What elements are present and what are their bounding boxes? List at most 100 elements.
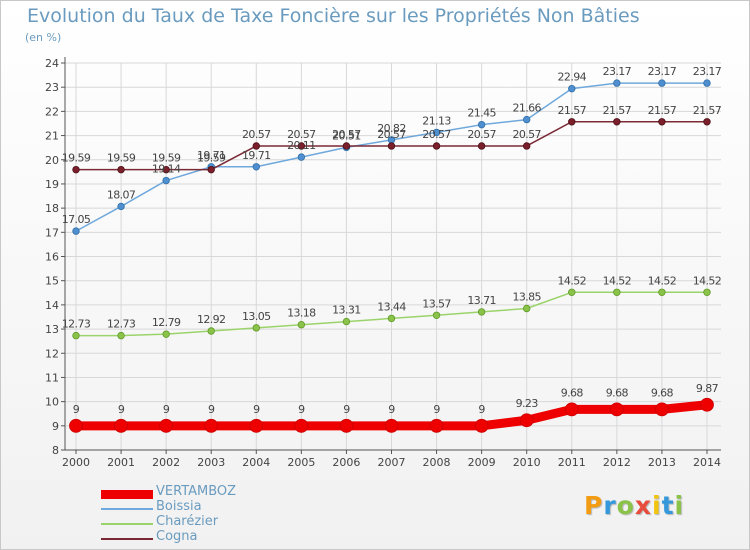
logo-letter: i <box>674 491 685 520</box>
data-point <box>432 142 441 150</box>
data-point <box>69 418 83 433</box>
data-label: 12.73 <box>62 318 91 331</box>
data-label: 19.59 <box>152 152 181 165</box>
data-label: 9 <box>343 403 350 416</box>
data-label: 9 <box>478 403 485 416</box>
data-label: 9.23 <box>516 397 539 410</box>
data-label: 20.11 <box>287 139 316 152</box>
data-label: 21.45 <box>467 107 496 120</box>
x-tick-label: 2010 <box>513 456 541 469</box>
legend-item-boissia: Boissia <box>101 500 341 516</box>
legend-label: VERTAMBOZ <box>156 484 237 499</box>
data-label: 13.57 <box>422 297 451 310</box>
data-point <box>703 79 711 87</box>
data-label: 12.73 <box>107 318 136 331</box>
data-point <box>297 142 306 150</box>
data-label: 9 <box>298 403 305 416</box>
data-point <box>474 418 489 433</box>
data-point <box>72 331 80 340</box>
data-label: 13.31 <box>332 304 361 317</box>
data-point <box>523 304 531 313</box>
y-tick-label: 24 <box>45 57 59 70</box>
data-point <box>703 118 711 126</box>
data-label: 9 <box>118 403 125 416</box>
data-point <box>249 418 264 433</box>
y-tick-label: 22 <box>45 105 59 118</box>
data-point <box>72 227 80 235</box>
y-tick-label: 10 <box>45 396 59 409</box>
data-label: 19.14 <box>152 163 181 176</box>
data-point <box>387 314 396 323</box>
data-point <box>477 120 486 129</box>
data-label: 19.71 <box>242 149 271 162</box>
legend-swatch <box>101 508 153 510</box>
data-point <box>568 84 576 93</box>
chart-title: Evolution du Taux de Taxe Foncière sur l… <box>27 5 640 27</box>
data-point <box>297 153 306 161</box>
data-point <box>252 163 260 171</box>
data-label: 19.71 <box>197 149 226 162</box>
x-tick-label: 2002 <box>152 456 180 469</box>
x-tick-label: 2006 <box>332 456 360 469</box>
y-tick-label: 17 <box>45 226 59 239</box>
data-label: 18.07 <box>107 188 136 201</box>
series-charezier <box>72 288 711 340</box>
data-point <box>700 397 714 412</box>
data-point <box>523 115 531 124</box>
legend-item-vertamboz: VERTAMBOZ <box>101 484 341 501</box>
data-point <box>613 79 621 87</box>
data-label: 13.44 <box>377 300 406 313</box>
series-layer <box>69 79 714 433</box>
data-point <box>703 288 711 296</box>
data-point <box>477 308 486 316</box>
x-tick-label: 2007 <box>377 456 405 469</box>
data-point <box>342 317 351 326</box>
data-label: 20.57 <box>287 128 316 141</box>
y-tick-label: 21 <box>45 130 59 143</box>
data-labels-layer: 9 9 9 9 9 9 9 9 9 9 9.23 9.68 9.68 9.68 9.87 17.05 18.07… <box>62 65 723 416</box>
y-tick-label: 9 <box>52 420 59 433</box>
data-point <box>207 327 215 335</box>
logo-letter: r <box>603 491 617 520</box>
data-point <box>519 413 534 428</box>
data-point <box>72 165 80 174</box>
y-tick-label: 20 <box>45 154 59 167</box>
data-label: 20.57 <box>422 128 451 141</box>
data-point <box>117 331 125 340</box>
y-tick-label: 14 <box>45 299 59 312</box>
proxiti-logo: Proxiti <box>584 491 684 520</box>
data-point <box>613 118 621 126</box>
x-tick-label: 2001 <box>107 456 135 469</box>
x-tick-label: 2009 <box>468 456 496 469</box>
data-label: 19.59 <box>197 152 226 165</box>
data-label: 9.68 <box>651 386 674 399</box>
data-point <box>658 79 666 87</box>
series-vertamboz <box>69 397 714 433</box>
legend-label: Charézier <box>156 514 219 529</box>
data-label: 13.85 <box>512 291 541 304</box>
data-label: 21.57 <box>648 104 677 117</box>
data-label: 20.57 <box>377 128 406 141</box>
data-label: 13.05 <box>242 310 271 323</box>
logo-letter: o <box>616 491 635 520</box>
legend-swatch <box>101 538 153 540</box>
legend-label: Cogna <box>156 529 198 544</box>
data-point <box>568 288 576 296</box>
data-point <box>609 402 624 417</box>
logo-letter: P <box>584 491 604 520</box>
data-point <box>159 418 174 433</box>
data-label: 14.52 <box>558 274 587 287</box>
data-label: 12.79 <box>152 316 181 329</box>
y-tick-label: 11 <box>45 371 59 384</box>
data-point <box>564 402 579 417</box>
data-label: 20.57 <box>332 128 361 141</box>
data-point <box>384 418 399 433</box>
x-tick-label: 2004 <box>242 456 270 469</box>
data-point <box>252 324 260 332</box>
logo-letter: i <box>652 491 662 520</box>
data-label: 9.87 <box>696 382 719 395</box>
x-tick-label: 2005 <box>287 456 315 469</box>
x-tick-label: 2008 <box>423 456 451 469</box>
